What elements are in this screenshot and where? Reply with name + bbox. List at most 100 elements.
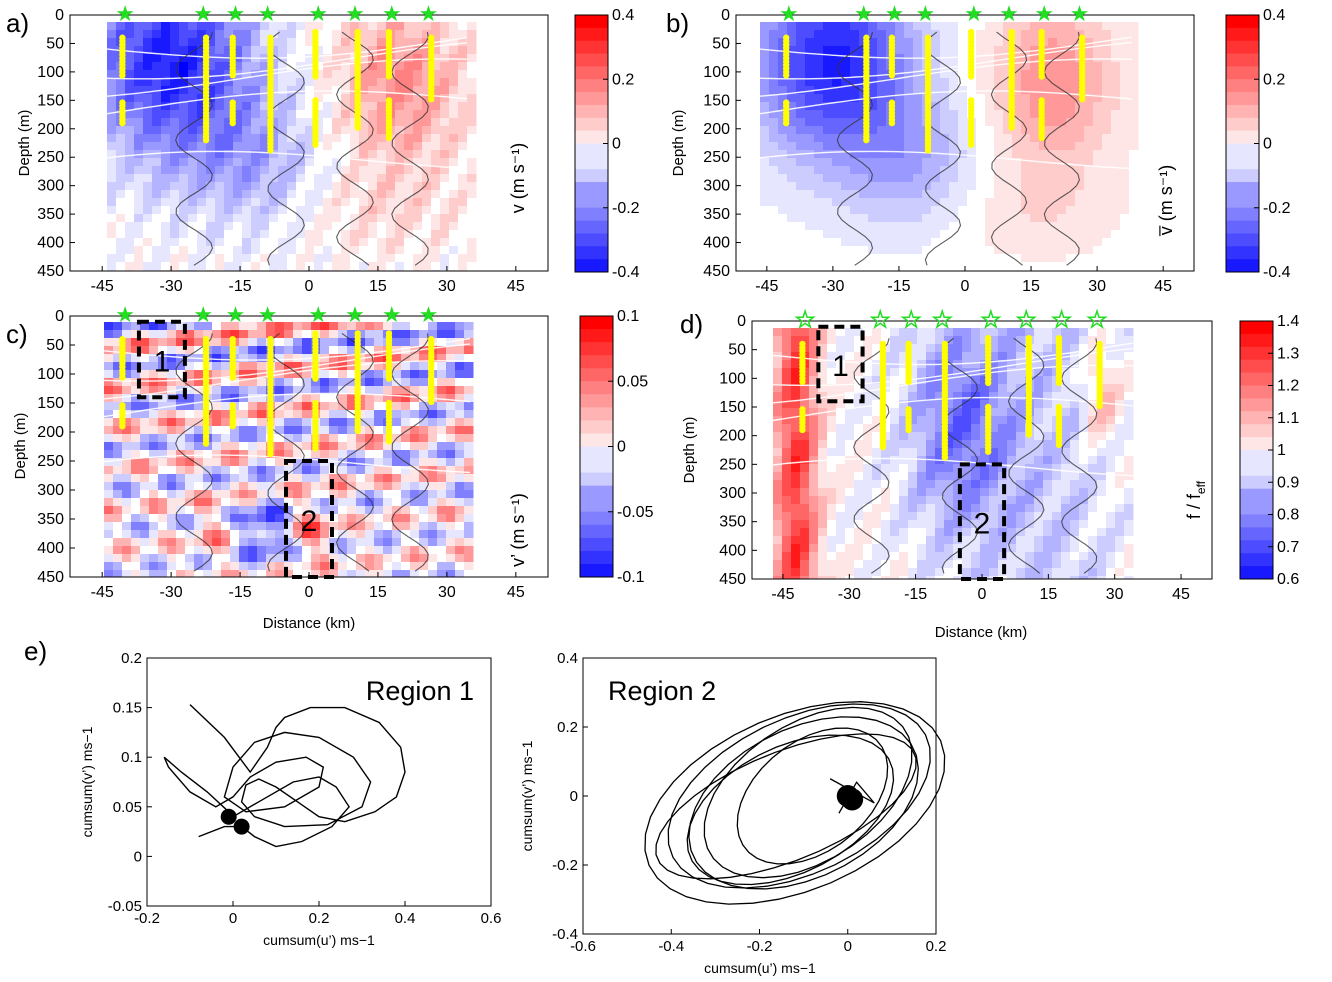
panel-c-cell xyxy=(383,474,393,483)
panel-b-cell xyxy=(832,78,842,87)
panel-b-cell xyxy=(796,30,806,39)
panel-c-cell xyxy=(383,466,393,475)
panel-c-cell xyxy=(374,378,384,387)
panel-a-cell xyxy=(431,30,441,39)
panel-c-cell xyxy=(455,562,465,571)
panel-a-cell xyxy=(314,142,324,151)
panel-a-cell xyxy=(143,134,153,143)
panel-b-cell xyxy=(805,30,815,39)
panel-c-cell xyxy=(302,522,312,531)
panel-a-cell xyxy=(323,142,333,151)
panel-a-cell xyxy=(179,222,189,231)
panel-c-cell xyxy=(230,426,240,435)
panel-a-cell xyxy=(197,54,207,63)
panel-b-cell xyxy=(1021,110,1031,119)
panel-a-cell xyxy=(143,110,153,119)
panel-c-cell xyxy=(140,514,150,523)
panel-a-cell xyxy=(125,54,135,63)
panel-c-cell xyxy=(284,466,294,475)
panel-c-ytick-label: 200 xyxy=(37,424,64,441)
panel-a-cell xyxy=(152,206,162,215)
panel-c-cbar-swatch xyxy=(580,459,613,474)
panel-c-cell xyxy=(275,466,285,475)
panel-b-cell xyxy=(796,54,806,63)
panel-c-cell xyxy=(392,394,402,403)
panel-a-cbar-swatch xyxy=(575,207,608,222)
panel-b-cell xyxy=(1129,110,1139,119)
panel-a-cell xyxy=(188,174,198,183)
panel-a-cell xyxy=(179,110,189,119)
panel-c-cell xyxy=(104,546,114,555)
panel-c-cell xyxy=(293,546,303,555)
panel-b-cell xyxy=(877,214,887,223)
panel-b-cell xyxy=(805,38,815,47)
panel-a-cell xyxy=(458,126,468,135)
panel-b-cell xyxy=(1066,222,1076,231)
panel-a-cell xyxy=(323,110,333,119)
panel-b-cell xyxy=(859,198,869,207)
panel-a-cell xyxy=(116,238,126,247)
panel-c-cell xyxy=(320,434,330,443)
panel-c-cell xyxy=(419,458,429,467)
panel-b-cell xyxy=(868,70,878,79)
panel-b-cell xyxy=(796,206,806,215)
panel-a-cell xyxy=(296,246,306,255)
panel-c-cell xyxy=(419,418,429,427)
panel-label-a: a) xyxy=(6,8,29,38)
panel-b-cell xyxy=(1021,262,1031,271)
panel-c-cell xyxy=(410,442,420,451)
panel-b-cell xyxy=(904,78,914,87)
panel-a-cell xyxy=(458,62,468,71)
panel-c-cell xyxy=(455,514,465,523)
panel-b-cell xyxy=(877,222,887,231)
panel-b-cbar-swatch xyxy=(1226,156,1259,170)
panel-c-cell xyxy=(419,378,429,387)
panel-a-cell xyxy=(269,94,279,103)
panel-b-cell xyxy=(1111,62,1121,71)
panel-c-cell xyxy=(338,562,348,571)
panel-b-cell xyxy=(1129,78,1139,87)
panel-b-cell xyxy=(1120,142,1130,151)
panel-a-cell xyxy=(251,262,261,271)
panel-a-cell xyxy=(188,182,198,191)
panel-c-cell xyxy=(239,346,249,355)
panel-c-cell xyxy=(419,354,429,363)
panel-b-cell xyxy=(796,254,806,263)
panel-a-cell xyxy=(197,190,207,199)
panel-b-cell xyxy=(832,206,842,215)
panel-b-cell xyxy=(958,118,968,127)
panel-b-cell xyxy=(841,174,851,183)
panel-c-cell xyxy=(113,378,123,387)
panel-a-cell xyxy=(296,166,306,175)
panel-b-cell xyxy=(931,86,941,95)
panel-a-cell xyxy=(170,30,180,39)
panel-a-cell xyxy=(359,54,369,63)
panel-b-cell xyxy=(949,246,959,255)
panel-a-cell xyxy=(116,198,126,207)
panel-b-cell xyxy=(1111,222,1121,231)
panel-b-cell xyxy=(1111,126,1121,135)
panel-a-cell xyxy=(224,230,234,239)
panel-a-cell xyxy=(107,214,117,223)
panel-c-cell xyxy=(302,506,312,515)
panel-c-cell xyxy=(257,522,267,531)
panel-c-cell xyxy=(437,330,447,339)
panel-a-cell xyxy=(179,206,189,215)
panel-b-cell xyxy=(805,62,815,71)
panel-a-cell xyxy=(368,110,378,119)
panel-c-cell xyxy=(185,322,195,331)
panel-b-cell xyxy=(1012,150,1022,159)
panel-a-cell xyxy=(269,118,279,127)
panel-b-cell xyxy=(922,22,932,31)
panel-c-cell xyxy=(392,498,402,507)
panel-b-cell xyxy=(949,214,959,223)
panel-c-cell xyxy=(419,410,429,419)
panel-b-cell xyxy=(787,238,797,247)
panel-c-cell xyxy=(356,386,366,395)
panel-a-cell xyxy=(341,166,351,175)
panel-b-cell xyxy=(769,158,779,167)
panel-c-cell xyxy=(338,346,348,355)
panel-c-cell xyxy=(446,450,456,459)
panel-b-cell xyxy=(940,62,950,71)
panel-c-xtick-label: -15 xyxy=(228,584,251,601)
